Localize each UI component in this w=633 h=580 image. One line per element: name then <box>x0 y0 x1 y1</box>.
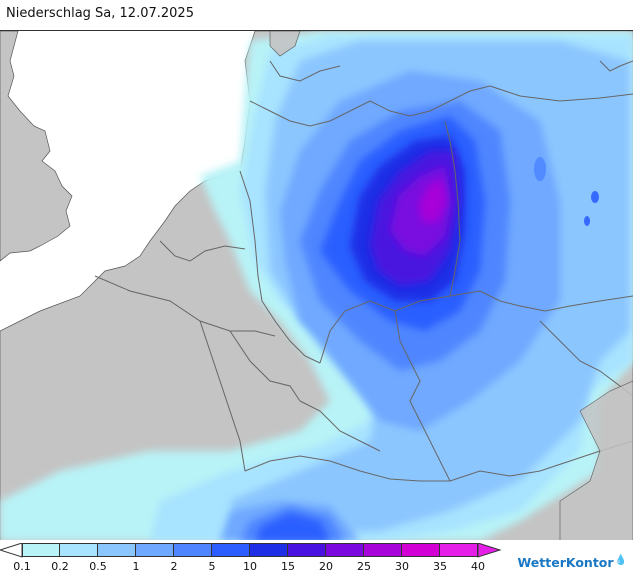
legend-swatch <box>326 543 364 557</box>
legend-swatch <box>364 543 402 557</box>
legend-arrow-right <box>477 543 502 558</box>
legend-tick-label: 0.1 <box>13 560 31 573</box>
brand-name: WetterKontor <box>517 555 614 570</box>
legend: 0.1 0.2 0.5 1 2 5 10 15 20 25 30 35 40 WetterKontor💧 <box>0 543 633 580</box>
alpine-land <box>559 380 633 540</box>
legend-swatch <box>440 543 478 557</box>
legend-tick-label: 0.5 <box>89 560 107 573</box>
legend-tick-label: 2 <box>170 560 178 573</box>
map-title: Niederschlag Sa, 12.07.2025 <box>6 6 194 21</box>
uk-landmass <box>0 31 73 262</box>
precip-layer-9 <box>418 179 446 223</box>
legend-tick-label: 25 <box>357 560 371 573</box>
legend-swatch <box>98 543 136 557</box>
legend-tick-label: 10 <box>243 560 257 573</box>
legend-swatch <box>60 543 98 557</box>
legend-swatch <box>288 543 326 557</box>
legend-swatch <box>136 543 174 557</box>
legend-tick-label: 15 <box>281 560 295 573</box>
legend-swatch <box>250 543 288 557</box>
legend-tick-label: 40 <box>471 560 485 573</box>
legend-tick-label: 5 <box>208 560 216 573</box>
precip-cell <box>584 216 590 226</box>
legend-bar <box>22 543 478 557</box>
legend-tick-label: 0.2 <box>51 560 69 573</box>
legend-arrow-left <box>0 543 23 558</box>
brand-logo: WetterKontor💧 <box>517 555 627 570</box>
north-land <box>269 31 301 57</box>
legend-tick-label: 1 <box>132 560 140 573</box>
raindrop-icon: 💧 <box>614 555 627 566</box>
legend-tick-label: 20 <box>319 560 333 573</box>
legend-swatch <box>212 543 250 557</box>
legend-tick-label: 35 <box>433 560 447 573</box>
legend-swatch <box>22 543 60 557</box>
precip-cell <box>534 157 546 181</box>
legend-tick-label: 30 <box>395 560 409 573</box>
precipitation-map <box>0 30 633 540</box>
precip-cell <box>591 191 599 203</box>
legend-swatch <box>174 543 212 557</box>
legend-swatch <box>402 543 440 557</box>
